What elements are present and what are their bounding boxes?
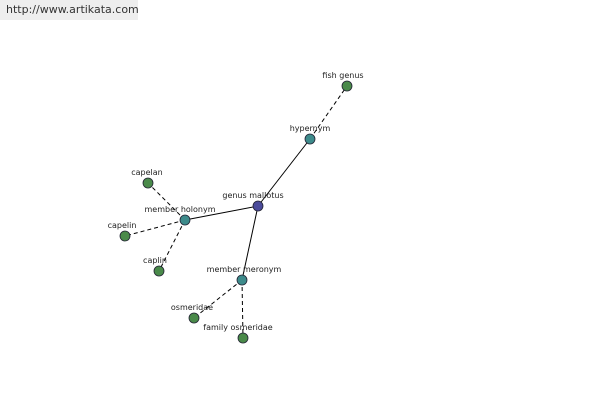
- node-label: genus mallotus: [222, 191, 283, 200]
- node-label: capelin: [108, 221, 137, 230]
- edge: [241, 279, 244, 339]
- node[interactable]: [188, 312, 200, 324]
- node-label: osmeridae: [171, 303, 213, 312]
- node-label: caplin: [143, 256, 167, 265]
- edge: [124, 219, 186, 237]
- node[interactable]: [119, 230, 131, 242]
- node[interactable]: [341, 80, 353, 92]
- edge: [257, 138, 311, 207]
- node-label: fish genus: [322, 71, 363, 80]
- node[interactable]: [237, 332, 249, 344]
- edge: [241, 205, 259, 281]
- node-label: family osmeridae: [203, 323, 273, 332]
- node-label: member meronym: [207, 265, 282, 274]
- edge: [193, 279, 243, 319]
- node[interactable]: [153, 265, 165, 277]
- edge: [309, 85, 348, 140]
- site-url[interactable]: http://www.artikata.com: [0, 0, 139, 20]
- node[interactable]: [236, 274, 248, 286]
- node-label: hypernym: [290, 124, 331, 133]
- node-label: member holonym: [144, 205, 215, 214]
- node[interactable]: [142, 177, 154, 189]
- node[interactable]: [179, 214, 191, 226]
- edge: [184, 205, 259, 221]
- node[interactable]: [304, 133, 316, 145]
- node[interactable]: [252, 200, 264, 212]
- edge: [147, 182, 186, 221]
- node-label: capelan: [131, 168, 163, 177]
- edge: [158, 219, 186, 272]
